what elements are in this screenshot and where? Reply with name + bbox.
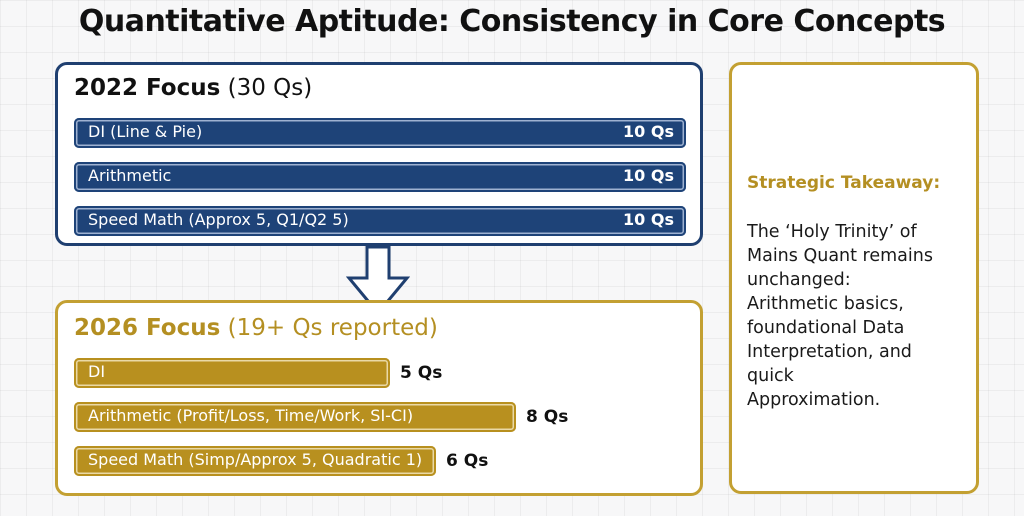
bar-label: Arithmetic (Profit/Loss, Time/Work, SI-C… — [88, 406, 414, 425]
takeaway-line: Arithmetic basics, — [747, 294, 904, 314]
focus-2022-panel: 2022 Focus (30 Qs) DI (Line & Pie) 10 Qs… — [55, 62, 703, 246]
focus-2026-value-di: 5 Qs — [400, 363, 443, 383]
bar-label: DI — [88, 362, 106, 381]
takeaway-panel: Strategic Takeaway: The ‘Holy Trinity’ o… — [729, 62, 979, 494]
focus-2022-bar-speed-math: Speed Math (Approx 5, Q1/Q2 5) 10 Qs — [74, 206, 686, 236]
takeaway-line: Approximation. — [747, 390, 881, 410]
focus-2022-bar-arithmetic: Arithmetic 10 Qs — [74, 162, 686, 192]
focus-2026-value-arithmetic: 8 Qs — [526, 407, 569, 427]
takeaway-line: unchanged: — [747, 270, 851, 290]
focus-2026-count: (19+ Qs reported) — [227, 315, 438, 341]
bar-value: 10 Qs — [623, 210, 674, 229]
focus-2022-bar-di: DI (Line & Pie) 10 Qs — [74, 118, 686, 148]
takeaway-line: quick — [747, 366, 794, 386]
down-arrow-icon — [346, 246, 410, 316]
takeaway-body: The ‘Holy Trinity’ of Mains Quant remain… — [747, 220, 973, 412]
focus-2026-year: 2026 Focus — [74, 315, 221, 341]
focus-2026-bar-arithmetic: Arithmetic (Profit/Loss, Time/Work, SI-C… — [74, 402, 516, 432]
bar-label: Speed Math (Approx 5, Q1/Q2 5) — [88, 210, 349, 229]
takeaway-line: Interpretation, and — [747, 342, 912, 362]
focus-2026-heading: 2026 Focus (19+ Qs reported) — [74, 315, 438, 341]
page-title: Quantitative Aptitude: Consistency in Co… — [78, 4, 946, 39]
takeaway-line: The ‘Holy Trinity’ of — [747, 222, 917, 242]
focus-2026-bar-di: DI — [74, 358, 390, 388]
bar-label: Speed Math (Simp/Approx 5, Quadratic 1) — [88, 450, 423, 469]
focus-2026-value-speed-math: 6 Qs — [446, 451, 489, 471]
bar-label: Arithmetic — [88, 166, 172, 185]
bar-label: DI (Line & Pie) — [88, 122, 203, 141]
bar-value: 10 Qs — [623, 122, 674, 141]
focus-2022-heading: 2022 Focus (30 Qs) — [74, 75, 312, 101]
bar-value: 10 Qs — [623, 166, 674, 185]
focus-2022-count: (30 Qs) — [227, 75, 313, 101]
focus-2022-year: 2022 Focus — [74, 75, 221, 101]
focus-2026-bar-speed-math: Speed Math (Simp/Approx 5, Quadratic 1) — [74, 446, 436, 476]
takeaway-title: Strategic Takeaway: — [747, 173, 941, 193]
takeaway-line: Mains Quant remains — [747, 246, 933, 266]
takeaway-line: foundational Data — [747, 318, 905, 338]
focus-2026-panel: 2026 Focus (19+ Qs reported) DI 5 Qs Ari… — [55, 300, 703, 496]
